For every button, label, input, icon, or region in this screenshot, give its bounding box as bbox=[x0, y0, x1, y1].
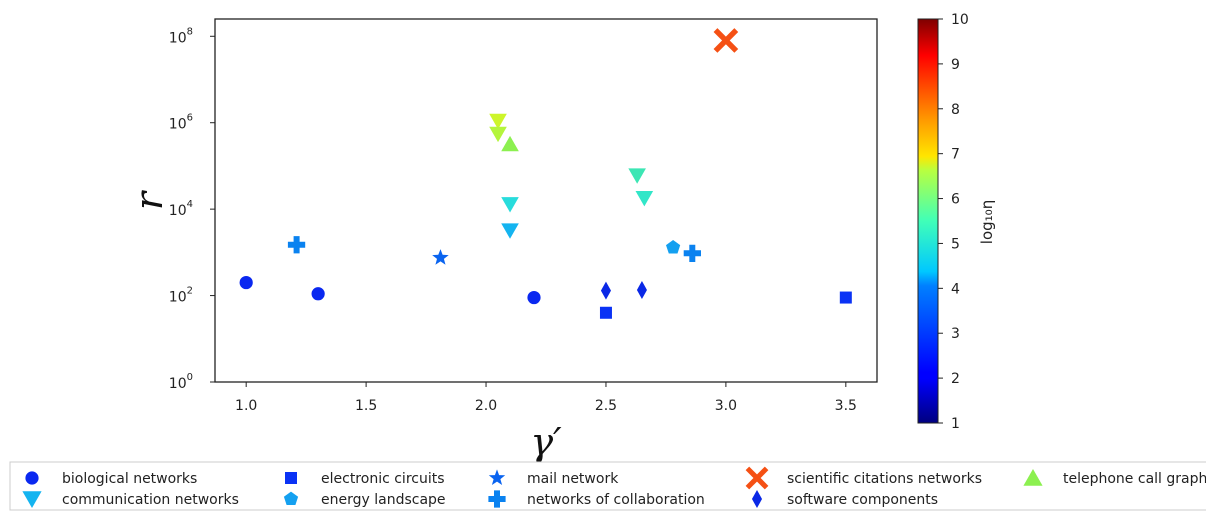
x-tick-label: 3.0 bbox=[715, 398, 737, 414]
colorbar-tick-label: 1 bbox=[951, 416, 960, 432]
legend-item: networks of collaboration bbox=[488, 490, 705, 508]
colorbar-tick-label: 6 bbox=[951, 192, 960, 208]
legend-marker bbox=[1023, 469, 1043, 486]
legend-label: electronic circuits bbox=[321, 471, 445, 487]
legend-item: communication networks bbox=[22, 491, 239, 508]
data-point bbox=[635, 190, 654, 207]
data-point bbox=[683, 244, 701, 262]
y-tick-exponent: 4 bbox=[187, 199, 193, 210]
legend-item: mail network bbox=[488, 469, 619, 487]
colorbar-ticks: 1 2 3 4 5 6 7 8 9 10 bbox=[938, 12, 969, 432]
colorbar-tick-label: 7 bbox=[951, 147, 960, 163]
legend-label: software components bbox=[787, 492, 938, 508]
data-point bbox=[432, 249, 449, 265]
data-point bbox=[239, 275, 253, 290]
colorbar-tick-label: 2 bbox=[951, 371, 960, 387]
legend-marker bbox=[22, 491, 42, 508]
legend-box bbox=[9, 461, 1206, 511]
data-point bbox=[501, 223, 519, 239]
data-point bbox=[599, 306, 612, 319]
y-tick-label: 104 bbox=[169, 199, 193, 219]
legend-label: telephone call graph bbox=[1063, 471, 1206, 487]
legend-label: communication networks bbox=[62, 492, 239, 508]
y-tick-exponent: 8 bbox=[187, 26, 193, 37]
data-point bbox=[628, 168, 646, 184]
x-tick-label: 1.0 bbox=[235, 398, 257, 414]
legend-marker bbox=[285, 472, 297, 484]
y-tick-exponent: 2 bbox=[187, 286, 193, 297]
x-tick-label: 3.5 bbox=[835, 398, 857, 414]
data-point bbox=[489, 113, 507, 130]
data-point bbox=[527, 290, 541, 305]
legend-marker bbox=[751, 490, 763, 508]
legend-item: electronic circuits bbox=[285, 471, 445, 487]
data-point bbox=[489, 126, 507, 143]
y-tick-exponent: 0 bbox=[187, 372, 193, 383]
y-tick-label: 102 bbox=[169, 286, 193, 306]
data-point bbox=[713, 28, 739, 53]
legend: biological networks communication network… bbox=[22, 466, 1206, 508]
y-axis-label: r bbox=[127, 189, 171, 210]
y-tick-label: 108 bbox=[169, 26, 193, 46]
x-axis-label: γ′ bbox=[530, 420, 562, 464]
legend-item: software components bbox=[751, 490, 938, 508]
y-tick-label: 100 bbox=[169, 372, 193, 392]
legend-label: mail network bbox=[527, 471, 619, 487]
x-axis-ticks: 1.0 1.5 2.0 2.5 3.0 3.5 bbox=[235, 382, 857, 414]
y-tick-label: 106 bbox=[169, 113, 193, 133]
plot-area bbox=[214, 18, 878, 383]
colorbar-tick-label: 10 bbox=[951, 12, 969, 28]
data-point bbox=[311, 287, 325, 301]
colorbar-tick-label: 5 bbox=[951, 236, 960, 252]
legend-marker bbox=[25, 471, 39, 485]
colorbar-tick-label: 8 bbox=[951, 102, 960, 118]
legend-label: energy landscape bbox=[321, 492, 446, 508]
legend-item: energy landscape bbox=[283, 491, 446, 508]
legend-marker bbox=[283, 491, 299, 505]
legend-item: telephone call graph bbox=[1023, 469, 1206, 487]
data-point bbox=[287, 236, 306, 254]
y-tick-exponent: 6 bbox=[187, 113, 193, 124]
data-point bbox=[636, 280, 647, 299]
data-point bbox=[600, 281, 612, 300]
x-tick-label: 2.5 bbox=[595, 398, 617, 414]
legend-marker bbox=[488, 490, 506, 508]
data-point bbox=[839, 291, 852, 304]
x-tick-label: 1.5 bbox=[355, 398, 377, 414]
x-tick-label: 2.0 bbox=[475, 398, 497, 414]
legend-label: biological networks bbox=[62, 471, 197, 487]
legend-label: scientific citations networks bbox=[787, 471, 982, 487]
colorbar-label: log₁₀η bbox=[978, 200, 996, 244]
data-point bbox=[666, 240, 681, 254]
legend-marker bbox=[488, 469, 506, 485]
legend-item: biological networks bbox=[25, 471, 197, 487]
data-point bbox=[501, 135, 519, 152]
colorbar-tick-label: 4 bbox=[951, 281, 960, 297]
legend-label: networks of collaboration bbox=[527, 492, 705, 508]
colorbar-tick-label: 9 bbox=[951, 57, 960, 73]
colorbar-tick-label: 3 bbox=[951, 326, 960, 342]
legend-marker bbox=[745, 466, 769, 490]
y-axis-ticks: 100 102 104 106 108 bbox=[169, 26, 215, 392]
data-points bbox=[239, 28, 852, 319]
colorbar bbox=[917, 18, 939, 424]
legend-item: scientific citations networks bbox=[745, 466, 982, 490]
data-point bbox=[501, 197, 519, 213]
